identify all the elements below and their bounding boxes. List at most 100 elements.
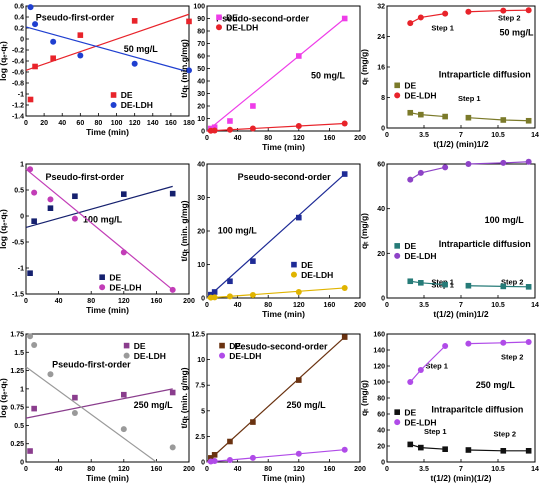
fit-line bbox=[206, 18, 346, 132]
series-de bbox=[25, 388, 176, 454]
data-point-circle bbox=[47, 196, 54, 203]
data-point-square bbox=[31, 218, 37, 224]
x-tick-label: 40 bbox=[234, 466, 242, 473]
legend-marker bbox=[110, 92, 117, 98]
legend-label: DE-LDH bbox=[404, 417, 436, 427]
data-point-circle bbox=[31, 341, 38, 348]
x-tick-label: 7 bbox=[459, 466, 463, 473]
x-tick-label: 120 bbox=[293, 466, 305, 473]
x-tick-label: 100 bbox=[111, 120, 123, 127]
legend-label: DE-LDH bbox=[301, 270, 333, 280]
data-point-square bbox=[500, 117, 507, 123]
data-point-circle bbox=[525, 158, 532, 165]
y-tick-label: -0.4 bbox=[12, 59, 24, 66]
x-tick-label: 80 bbox=[87, 466, 95, 473]
data-point-circle bbox=[120, 426, 127, 433]
y-axis-label: qₜ (mg/g) bbox=[359, 213, 369, 249]
x-tick-label: 10.5 bbox=[491, 302, 505, 309]
data-point-circle bbox=[295, 123, 302, 129]
data-point-circle bbox=[442, 164, 449, 171]
legend-marker bbox=[291, 261, 297, 268]
data-point-square bbox=[27, 448, 33, 454]
data-point-square bbox=[72, 193, 78, 200]
legend-marker bbox=[394, 243, 400, 249]
data-point-circle bbox=[27, 333, 34, 340]
y-tick-label: -0.8 bbox=[12, 81, 24, 88]
chart-panel-8: 0 40 80 120 160 200 0 2.5 5 7.5 10 12.5 Time (min) t/… bbox=[179, 332, 366, 483]
x-tick-label: 3.5 bbox=[419, 466, 429, 473]
concentration-label: 250 mg/L bbox=[476, 380, 516, 390]
chart-title: Intraparticle diffusion bbox=[439, 69, 531, 79]
data-point-circle bbox=[27, 4, 34, 11]
data-point-circle bbox=[525, 7, 532, 14]
legend-label: DE bbox=[404, 407, 416, 417]
x-tick-label: 0 bbox=[24, 466, 28, 473]
x-tick-label: 0 bbox=[24, 298, 28, 305]
concentration-label: 250 mg/L bbox=[287, 400, 327, 410]
x-tick-label: 40 bbox=[234, 135, 242, 142]
x-tick-label: 3.5 bbox=[419, 132, 429, 139]
x-tick-label: 160 bbox=[324, 466, 336, 473]
legend-marker bbox=[219, 342, 225, 349]
data-point-circle bbox=[417, 169, 424, 176]
data-point-square bbox=[407, 441, 414, 448]
data-point-circle bbox=[341, 446, 348, 453]
data-point-circle bbox=[500, 339, 507, 346]
data-point-square bbox=[296, 53, 302, 59]
y-tick-label: 20 bbox=[377, 444, 385, 451]
y-axis-label: qₜ (mg/g) bbox=[359, 49, 369, 85]
legend-label: DE-LDH bbox=[121, 100, 153, 110]
y-tick-label: 10 bbox=[197, 262, 205, 269]
series-de-ldh bbox=[206, 446, 348, 465]
data-point-square bbox=[418, 280, 424, 286]
legend-label: DE bbox=[226, 13, 238, 23]
y-tick-label: 16 bbox=[377, 65, 385, 72]
y-tick-label: 5 bbox=[201, 408, 205, 415]
data-point-circle bbox=[211, 127, 218, 134]
x-axis-label: Time (min) bbox=[262, 142, 305, 152]
data-point-circle bbox=[77, 52, 84, 59]
y-tick-label: 40 bbox=[197, 162, 205, 169]
chart-title: Pesudo-second-order bbox=[235, 342, 329, 352]
x-tick-label: 160 bbox=[324, 302, 336, 309]
chart-title: Pseudo-first-order bbox=[36, 13, 115, 23]
data-point-square bbox=[250, 103, 256, 109]
legend-marker bbox=[394, 252, 401, 259]
y-axis-label: log (qₑ-qₜ) bbox=[0, 378, 8, 418]
series-de-ldh bbox=[407, 7, 532, 27]
data-point-circle bbox=[120, 249, 127, 256]
x-tick-label: 7 bbox=[459, 302, 463, 309]
data-point-circle bbox=[131, 60, 138, 67]
legend-marker bbox=[99, 274, 105, 280]
x-tick-label: 10.5 bbox=[491, 466, 505, 473]
y-tick-label: 20 bbox=[197, 104, 205, 111]
x-tick-label: 0 bbox=[24, 120, 28, 127]
y-tick-label: 0.2 bbox=[14, 26, 24, 33]
x-tick-label: 0 bbox=[385, 466, 389, 473]
x-tick-label: 200 bbox=[354, 302, 366, 309]
legend-marker bbox=[123, 352, 130, 359]
x-tick-label: 0 bbox=[205, 135, 209, 142]
data-point-circle bbox=[407, 176, 414, 183]
chart-title: Pseudo-first-order bbox=[52, 360, 131, 370]
x-tick-label: 14 bbox=[531, 302, 539, 309]
chart-panel-2: 0 40 80 120 160 200 0 10 20 30 40 50 60 70 80 90 100 Time… bbox=[179, 4, 366, 153]
legend-marker bbox=[123, 342, 130, 349]
x-axis-label: Time (min) bbox=[86, 473, 129, 483]
x-axis-label: Time (min) bbox=[86, 305, 129, 315]
legend-label: DE-LDH bbox=[109, 282, 141, 292]
legend-marker bbox=[394, 409, 400, 415]
data-point-circle bbox=[249, 291, 256, 298]
chart-title: Pseudo-second-order bbox=[216, 14, 310, 24]
concentration-label: 100 mg/L bbox=[485, 215, 525, 225]
data-point-circle bbox=[169, 444, 176, 451]
data-point-square bbox=[296, 214, 302, 221]
data-point-square bbox=[341, 15, 348, 22]
data-point-circle bbox=[407, 379, 414, 385]
y-tick-label: -1 bbox=[18, 266, 24, 273]
data-point-circle bbox=[525, 339, 532, 345]
y-tick-label: 0.75 bbox=[10, 405, 24, 412]
y-axis-label: t/qₜ (min. g/mg) bbox=[179, 367, 189, 428]
